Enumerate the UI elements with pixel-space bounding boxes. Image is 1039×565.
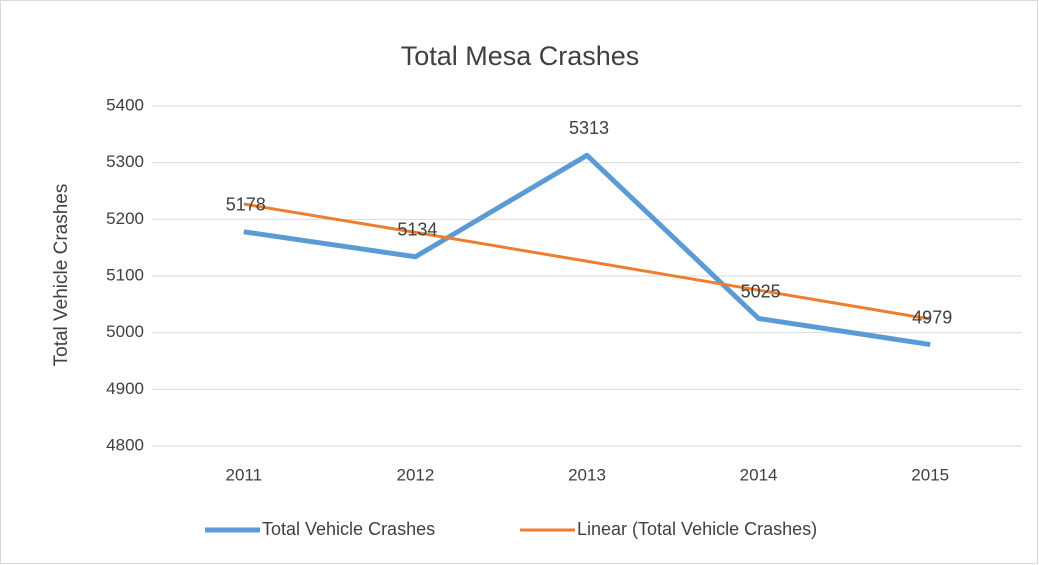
x-tick-label: 2014 — [740, 465, 778, 484]
x-tick-label: 2013 — [568, 465, 606, 484]
series-line — [243, 152, 931, 348]
x-tick-label: 2011 — [226, 465, 263, 484]
y-tick-label: 4900 — [106, 379, 144, 398]
y-tick-label: 5400 — [106, 95, 144, 114]
legend-label: Linear (Total Vehicle Crashes) — [577, 519, 817, 539]
x-tick-label: 2012 — [396, 465, 434, 484]
series-line — [243, 202, 931, 321]
y-tick-label: 4800 — [106, 435, 144, 454]
data-label: 5313 — [569, 118, 609, 138]
x-tick-label: 2015 — [911, 465, 949, 484]
y-tick-label: 5200 — [106, 209, 144, 228]
y-tick-label: 5100 — [106, 265, 144, 284]
data-label: 5025 — [741, 281, 781, 301]
legend-label: Total Vehicle Crashes — [262, 519, 435, 539]
data-label: 5178 — [226, 195, 266, 215]
y-tick-label: 5000 — [106, 322, 144, 341]
data-label: 5134 — [397, 219, 437, 239]
y-tick-label: 5300 — [106, 152, 144, 171]
data-label: 4979 — [912, 307, 952, 327]
chart-title: Total Mesa Crashes — [401, 41, 640, 71]
y-axis-label: Total Vehicle Crashes — [51, 184, 72, 367]
